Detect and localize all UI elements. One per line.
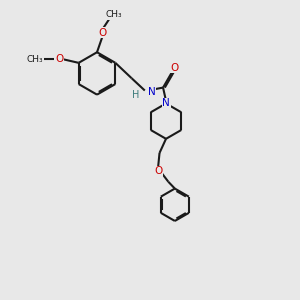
Text: O: O bbox=[171, 63, 179, 73]
Text: N: N bbox=[162, 99, 170, 109]
Text: H: H bbox=[132, 90, 140, 100]
Text: CH₃: CH₃ bbox=[106, 10, 122, 19]
Text: O: O bbox=[55, 54, 63, 64]
Text: N: N bbox=[148, 87, 155, 97]
Text: O: O bbox=[99, 28, 107, 38]
Text: O: O bbox=[154, 166, 162, 176]
Text: N: N bbox=[162, 98, 170, 109]
Text: CH₃: CH₃ bbox=[27, 55, 44, 64]
